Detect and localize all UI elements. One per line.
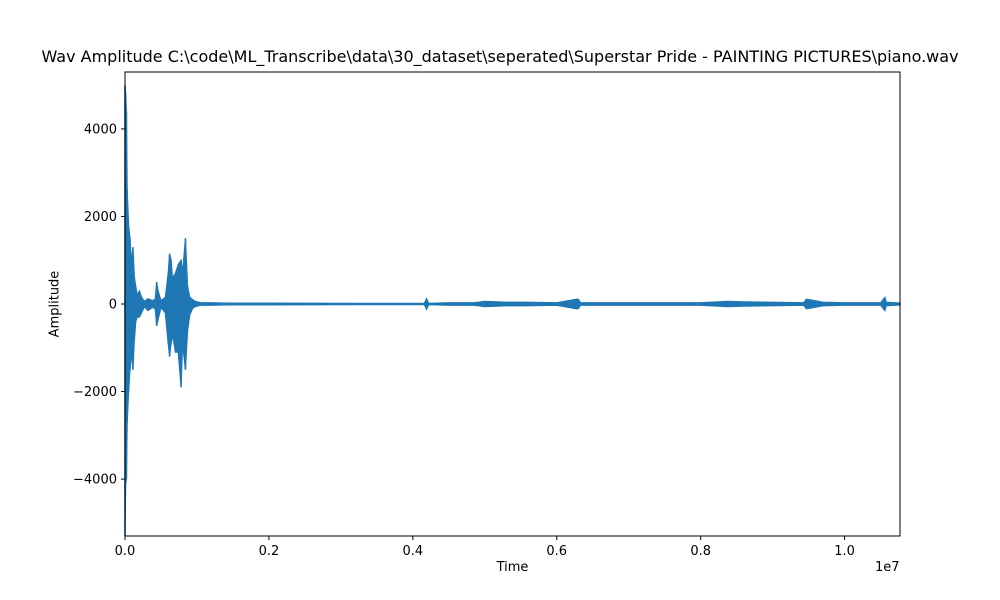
y-axis-label: Amplitude bbox=[47, 270, 63, 338]
x-tick-label: 0.4 bbox=[402, 544, 423, 559]
x-tick-label: 0.8 bbox=[690, 544, 711, 559]
x-tick-label: 0.2 bbox=[259, 544, 280, 559]
x-tick-label: 1.0 bbox=[834, 544, 855, 559]
x-tick-label: 0.0 bbox=[115, 544, 136, 559]
x-axis-offset-label: 1e7 bbox=[875, 560, 900, 575]
y-tick-label: −2000 bbox=[73, 385, 117, 400]
y-tick-label: −4000 bbox=[73, 473, 117, 488]
axis-ticks: 0.0 0.2 0.4 0.6 0.8 1.0 −4000 −2000 0 2000 4000 bbox=[73, 122, 855, 559]
waveform-envelope bbox=[124, 85, 901, 537]
x-tick-label: 0.6 bbox=[546, 544, 567, 559]
y-tick-label: 0 bbox=[109, 298, 117, 313]
y-tick-label: 2000 bbox=[84, 210, 117, 225]
chart-title: Wav Amplitude C:\code\ML_Transcribe\data… bbox=[41, 47, 959, 66]
series-group bbox=[124, 85, 901, 537]
x-axis-label: Time bbox=[496, 560, 529, 575]
y-tick-label: 4000 bbox=[84, 122, 117, 137]
axes-frame bbox=[124, 71, 901, 537]
